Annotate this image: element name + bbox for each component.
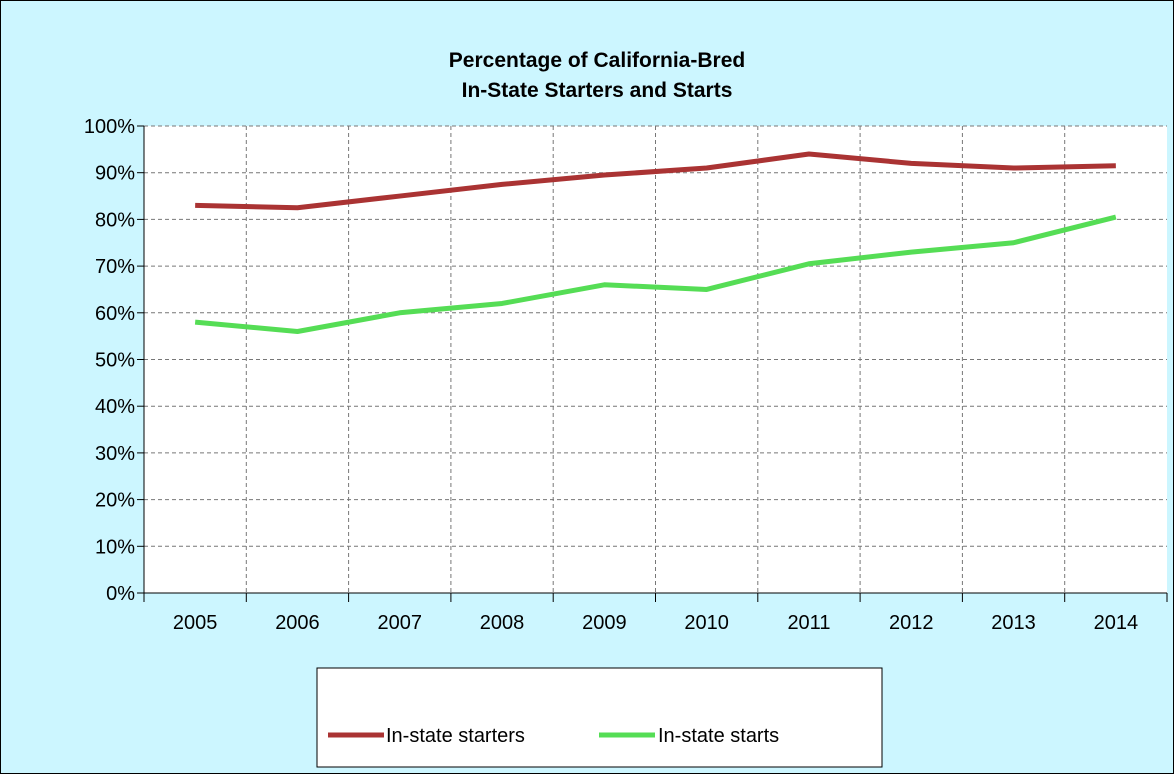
y-tick-label: 30% <box>95 443 135 465</box>
series-line-in-state-starters <box>195 151 1116 211</box>
x-tick-label: 2009 <box>582 612 627 634</box>
x-tick-label: 2013 <box>991 612 1036 634</box>
y-tick-label: 70% <box>95 256 135 278</box>
y-tick-label: 60% <box>95 303 135 325</box>
series-lines <box>194 151 1117 334</box>
x-tick-label: 2010 <box>684 612 729 634</box>
x-tick-label: 2008 <box>480 612 525 634</box>
chart-title-line-1: Percentage of California-Bred <box>449 49 745 72</box>
grid-lines <box>144 125 1167 593</box>
y-tick-label: 40% <box>95 396 135 418</box>
x-tick-label: 2011 <box>787 612 830 634</box>
legend-label-in-state-starters: In-state starters <box>386 725 525 747</box>
x-axis-ticks: 2005 2006 2007 2008 2009 2010 2011 2012 2013 2014 <box>143 593 1168 634</box>
legend-label-in-state-starts: In-state starts <box>658 725 779 747</box>
y-tick-label: 100% <box>84 116 135 138</box>
legend-box <box>316 667 883 768</box>
x-tick-label: 2007 <box>378 612 423 634</box>
y-tick-label: 10% <box>95 536 135 558</box>
y-tick-label: 0% <box>106 583 135 605</box>
x-tick-label: 2005 <box>173 612 218 634</box>
x-tick-label: 2014 <box>1094 612 1139 634</box>
y-tick-label: 50% <box>95 350 135 372</box>
x-tick-label: 2012 <box>889 612 934 634</box>
y-axis-ticks: 0% 10% 20% 30% 40% 50% 60% 70% 80% 90% 100% <box>84 116 144 605</box>
series-line-in-state-starts <box>194 214 1117 334</box>
y-tick-label: 20% <box>95 490 135 512</box>
y-tick-label: 90% <box>95 163 135 185</box>
y-tick-label: 80% <box>95 209 135 231</box>
x-tick-label: 2006 <box>275 612 320 634</box>
legend: In-state starters In-state starts <box>316 667 883 768</box>
chart-title-line-2: In-State Starters and Starts <box>462 79 733 102</box>
